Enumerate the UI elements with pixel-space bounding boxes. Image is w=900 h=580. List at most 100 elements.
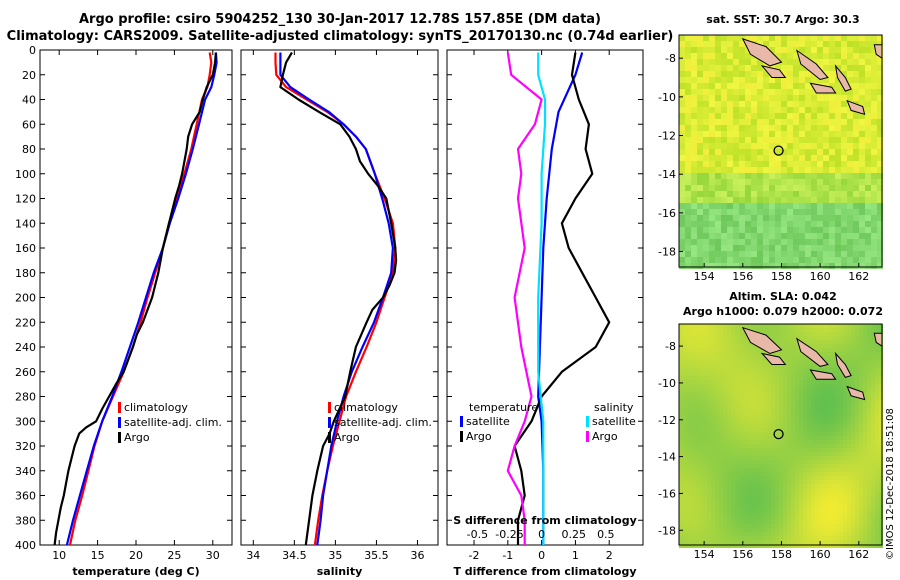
sla-map-cell [835, 492, 839, 496]
sla-map-cell [823, 332, 827, 336]
sla-map-cell [763, 496, 767, 500]
sla-map-cell [819, 344, 823, 348]
sla-map-cell [755, 452, 759, 456]
sla-map-cell [783, 420, 787, 424]
sst-map-cell [691, 227, 697, 233]
sst-map-cell [811, 251, 817, 257]
sst-map-cell [727, 53, 733, 59]
sla-map-cell [719, 444, 723, 448]
sst-map-cell [871, 257, 877, 263]
sla-map-cell [743, 392, 747, 396]
sst-map-cell [757, 65, 763, 71]
sla-map-cell [735, 532, 739, 536]
sla-map-cell [747, 488, 751, 492]
sst-map-cell [781, 107, 787, 113]
sst-map-cell [853, 149, 859, 155]
sst-map-cell [703, 227, 709, 233]
sst-map-cell [805, 137, 811, 143]
sla-map-cell [743, 496, 747, 500]
argo-position-marker [773, 428, 784, 440]
sst-map-cell [697, 251, 703, 257]
sla-map-cell [747, 456, 751, 460]
sst-map-cell [721, 77, 727, 83]
sla-map-cell [715, 508, 719, 512]
sla-map-cell [843, 500, 847, 504]
sla-map-cell [715, 364, 719, 368]
sla-map-cell [751, 352, 755, 356]
sla-map-cell [679, 432, 683, 436]
sst-map-cell [865, 197, 871, 203]
temp-legend-swatch [118, 402, 121, 413]
sla-map-cell [687, 444, 691, 448]
sst-map-cell [739, 119, 745, 125]
sst-map-cell [769, 35, 775, 41]
sst-map-cell [787, 119, 793, 125]
sst-map-cell [697, 53, 703, 59]
sst-map-cell [709, 131, 715, 137]
sst-map-cell [715, 191, 721, 197]
sla-map-cell [879, 508, 883, 512]
sla-map-cell [791, 472, 795, 476]
sla-map-cell [679, 424, 683, 428]
sla-map-cell [735, 436, 739, 440]
sla-map-cell [791, 456, 795, 460]
sst-map-cell [703, 233, 709, 239]
sla-map-cell [691, 508, 695, 512]
sla-map-cell [767, 532, 771, 536]
sla-map-cell [767, 544, 771, 548]
sla-map-cell [779, 396, 783, 400]
sla-map-cell [711, 352, 715, 356]
sla-map-cell [731, 532, 735, 536]
sst-map-cell [865, 125, 871, 131]
sla-map-cell [859, 412, 863, 416]
sla-map-cell [863, 412, 867, 416]
sst-map-cell [865, 59, 871, 65]
diff-legend-title-temperature: temperature [469, 401, 538, 414]
sla-map-cell [751, 424, 755, 428]
sla-map-cell [755, 444, 759, 448]
sla-map-cell [811, 476, 815, 480]
sla-map-cell [807, 440, 811, 444]
sla-map-cell [783, 496, 787, 500]
sst-map-cell [751, 137, 757, 143]
sla-map-cell [775, 512, 779, 516]
sst-map-cell [697, 83, 703, 89]
sst-map-cell [763, 209, 769, 215]
sla-map-cell [763, 424, 767, 428]
sst-map-cell [697, 197, 703, 203]
sst-map-cell [829, 197, 835, 203]
sla-map-cell [755, 408, 759, 412]
sst-map-cell [721, 161, 727, 167]
sla-map-cell [831, 432, 835, 436]
sla-map-cell [755, 436, 759, 440]
sla-map-cell [831, 424, 835, 428]
sla-map-cell [723, 400, 727, 404]
sla-map-cell [815, 400, 819, 404]
sst-map-cell [721, 125, 727, 131]
sla-map-cell [735, 380, 739, 384]
sla-map-cell [755, 504, 759, 508]
sst-map-cell [811, 209, 817, 215]
sla-map-cell [879, 440, 883, 444]
sla-map-cell [759, 412, 763, 416]
sla-map-cell [707, 424, 711, 428]
sla-map-cell [823, 500, 827, 504]
sla-map-cell [791, 528, 795, 532]
sla-map-cell [831, 464, 835, 468]
sst-map-cell [841, 227, 847, 233]
sla-map-cell [831, 324, 835, 328]
sst-map-cell [727, 167, 733, 173]
sla-map-cell [727, 336, 731, 340]
sla-map-cell [763, 380, 767, 384]
sst-map-cell [787, 167, 793, 173]
sst-map-cell [739, 149, 745, 155]
sla-map-cell [867, 520, 871, 524]
sla-map-cell [719, 340, 723, 344]
sla-map-cell [731, 432, 735, 436]
sla-map-cell [791, 344, 795, 348]
sla-map-cell [691, 416, 695, 420]
sst-map-cell [799, 233, 805, 239]
sla-map-cell [839, 436, 843, 440]
sst-map-cell [709, 137, 715, 143]
sla-map-cell [691, 480, 695, 484]
